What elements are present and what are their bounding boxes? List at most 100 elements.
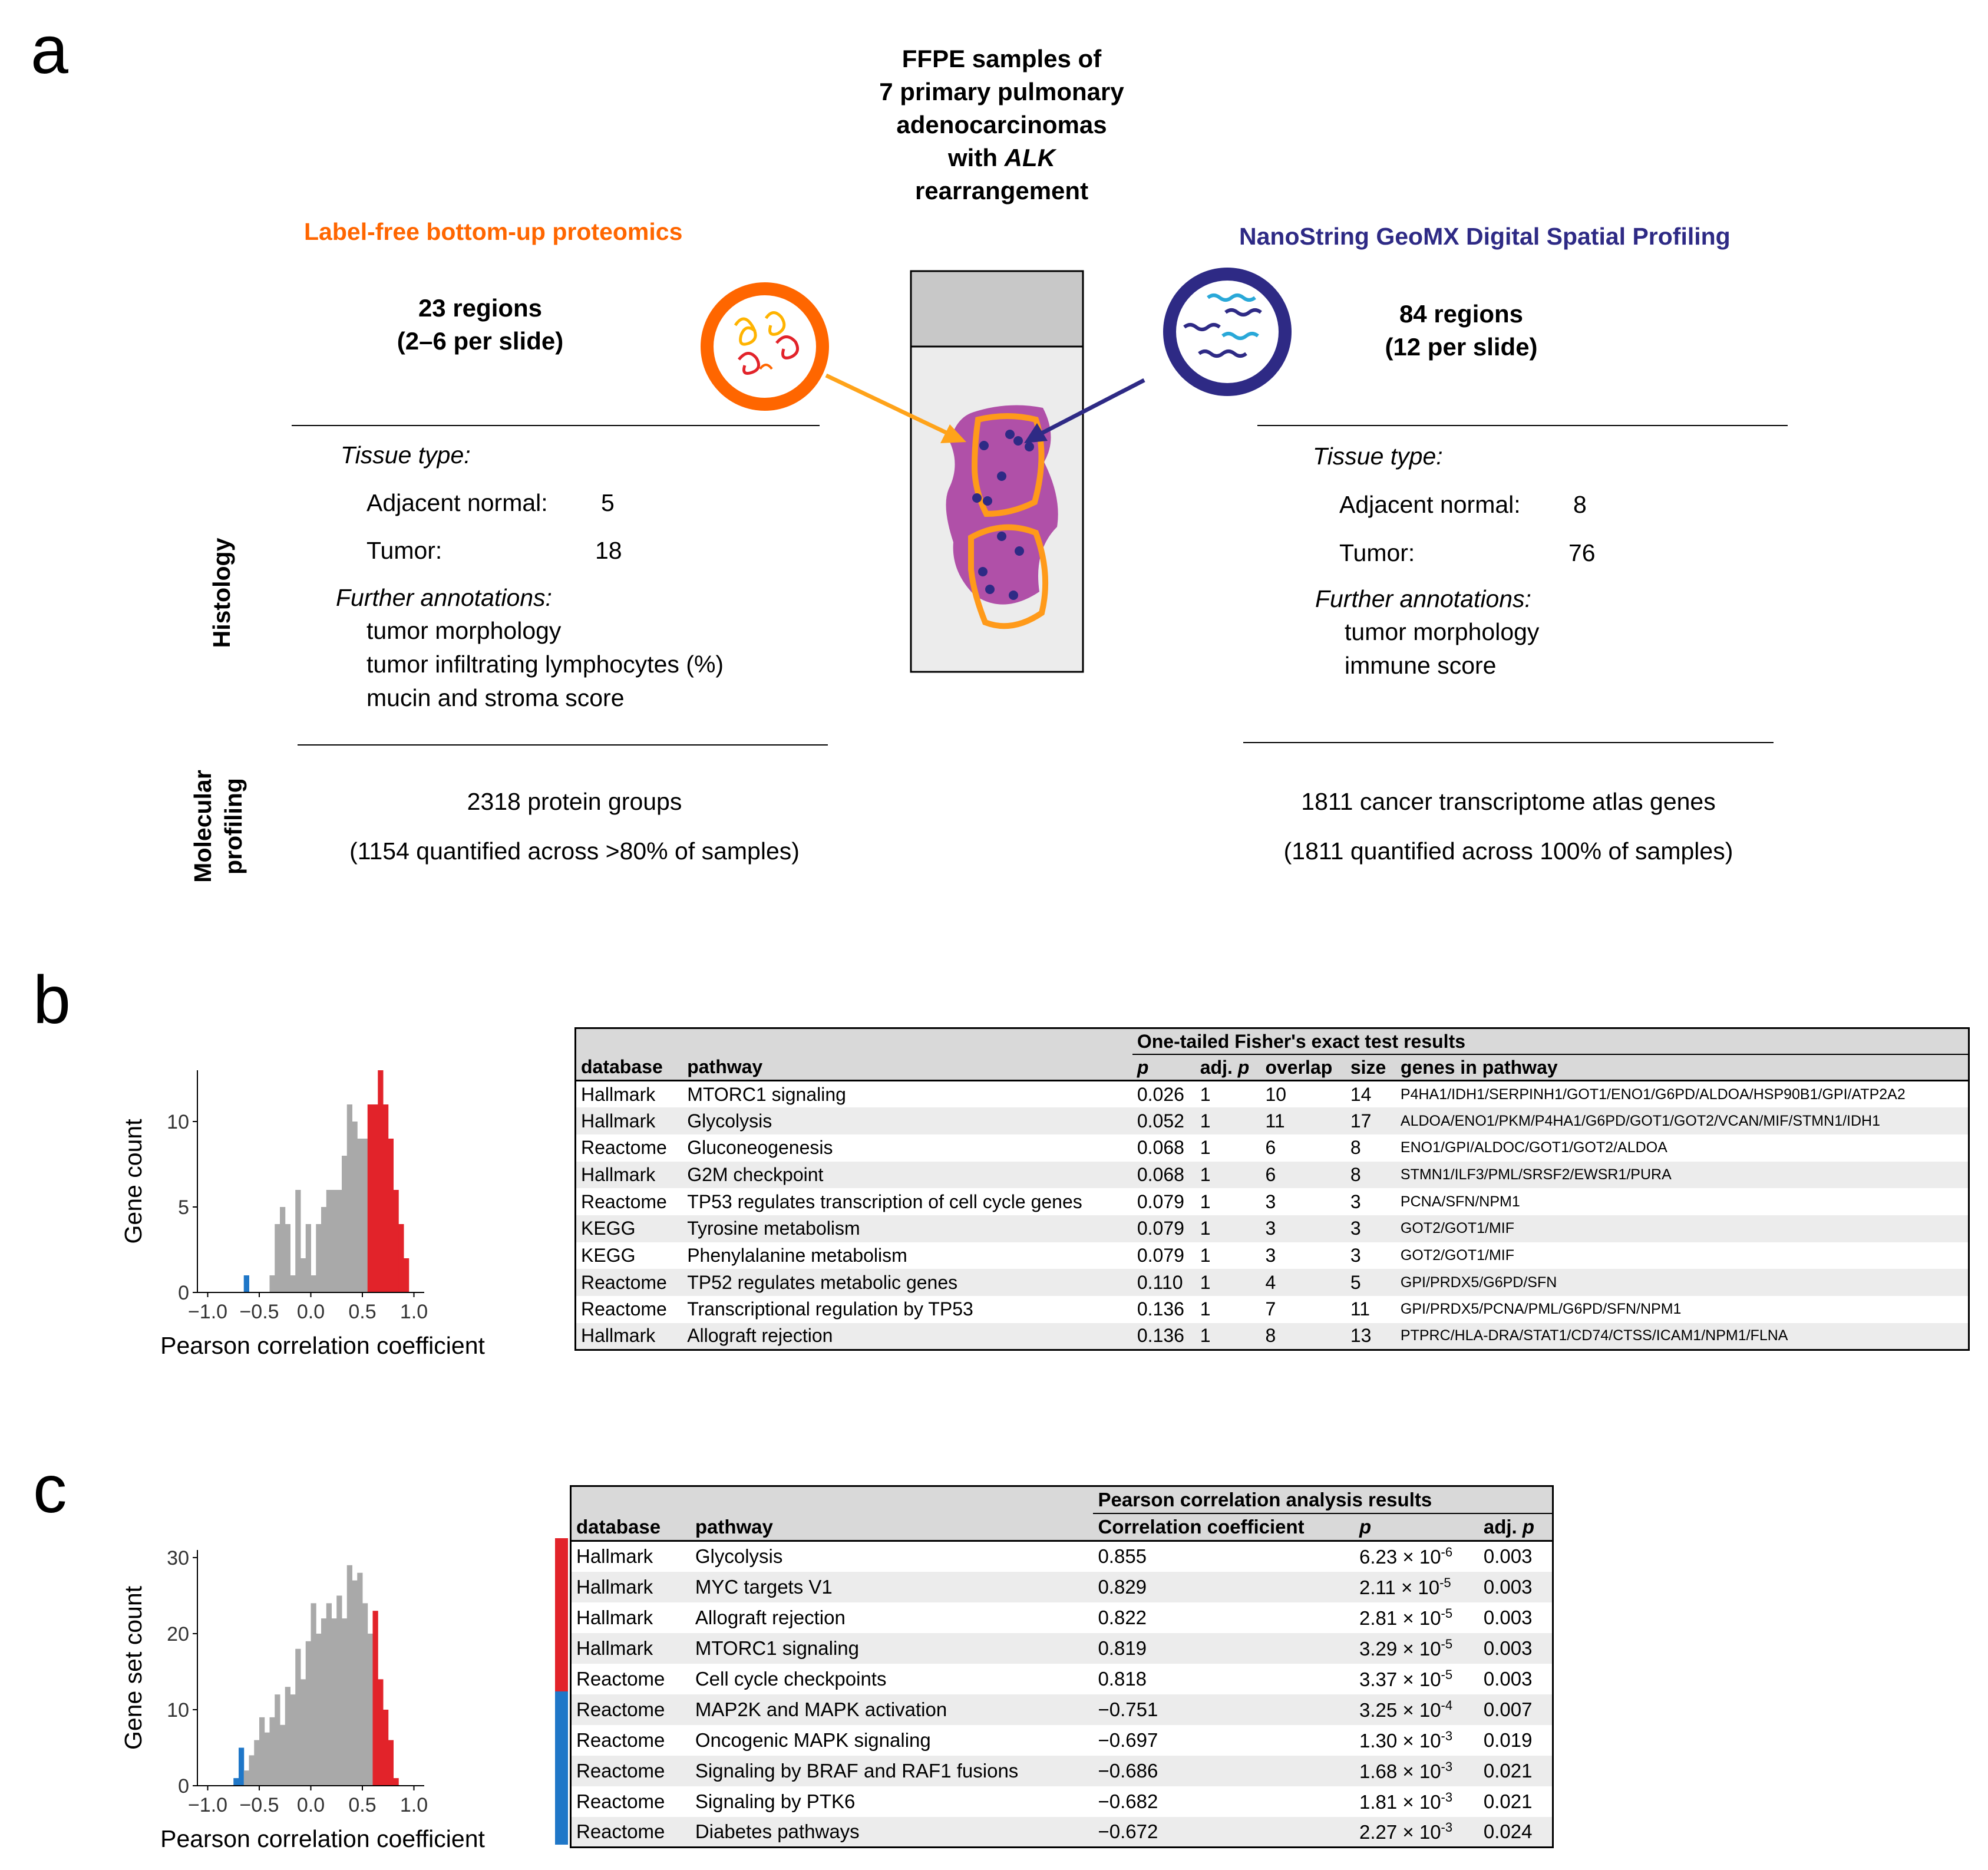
- table-row: Hallmark Allograft rejection 0.822 2.81 × 1…: [571, 1602, 1553, 1633]
- histogram-bar: [378, 1070, 384, 1292]
- left-top-rule: [292, 425, 820, 426]
- left-adjacent-value: 5: [601, 489, 615, 516]
- table-cell: Oncogenic MAPK signaling: [695, 1729, 931, 1751]
- positive-direction-segment: [555, 1538, 568, 1569]
- table-cell: 0.003: [1483, 1606, 1533, 1628]
- negative-direction-segment: [555, 1691, 568, 1722]
- negative-direction-segment: [555, 1753, 568, 1783]
- histogram-bar: [393, 1190, 399, 1292]
- table-cell: G2M checkpoint: [687, 1163, 824, 1185]
- protein-quantified: (1154 quantified across >80% of samples): [349, 837, 800, 865]
- col-correlation: Correlation coefficient: [1093, 1513, 1355, 1542]
- histogram-bar: [269, 1275, 275, 1292]
- table-row: Reactome Cell cycle checkpoints 0.818 3.37 …: [571, 1664, 1553, 1694]
- negative-direction-segment: [555, 1783, 568, 1814]
- y-tick-label: 0: [178, 1775, 189, 1798]
- proteomics-per-slide: (2–6 per slide): [397, 327, 564, 355]
- table-cell: 8: [1350, 1163, 1361, 1185]
- table-cell: 17: [1350, 1110, 1372, 1132]
- histogram-bar: [331, 1190, 337, 1292]
- table-cell: −0.697: [1098, 1729, 1158, 1751]
- table-cell: 1: [1200, 1271, 1211, 1293]
- table-cell: −0.686: [1098, 1759, 1158, 1782]
- right-bottom-rule: [1243, 742, 1774, 743]
- table-row: Reactome TP52 regulates metabolic genes 0.…: [575, 1269, 1969, 1296]
- negative-direction-segment: [555, 1814, 568, 1845]
- left-molecular-summary: 2318 protein groups (1154 quantified acr…: [321, 777, 828, 876]
- table-cell: GOT2/GOT1/MIF: [1400, 1246, 1514, 1264]
- profiling-word: profiling: [220, 778, 247, 875]
- left-annotation-item: tumor infiltrating lymphocytes (%): [366, 651, 724, 678]
- y-axis-title: Gene set count: [120, 1585, 147, 1750]
- gene-count: 1811 cancer transcriptome atlas genes: [1301, 788, 1716, 815]
- x-tick-label: −0.5: [239, 1794, 279, 1816]
- table-row: Reactome Oncogenic MAPK signaling −0.697 1.…: [571, 1725, 1553, 1756]
- gene-quantified: (1811 quantified across 100% of samples): [1283, 837, 1733, 865]
- table-cell: 0.079: [1137, 1244, 1184, 1266]
- panel-b-label: b: [33, 962, 71, 1038]
- table-cell: Hallmark: [576, 1545, 653, 1568]
- table-cell: 0.026: [1137, 1083, 1184, 1105]
- table-cell: GOT2/GOT1/MIF: [1400, 1220, 1514, 1237]
- table-cell: 1: [1200, 1190, 1211, 1212]
- table-b-body: Hallmark MTORC1 signaling 0.026 1 10 14 P4HA1/…: [575, 1081, 1969, 1350]
- histogram-bar: [290, 1275, 296, 1292]
- tissue-section: [946, 405, 1058, 629]
- geomx-method-label: NanoString GeoMX Digital Spatial Profili…: [1239, 223, 1731, 250]
- table-cell: Hallmark: [576, 1637, 653, 1659]
- table-cell: 1: [1200, 1083, 1211, 1105]
- table-cell: 0.003: [1483, 1667, 1533, 1690]
- histogram-bar: [249, 1755, 255, 1786]
- right-annotation-list: tumor morphology immune score: [1345, 615, 1539, 682]
- table-cell: 1: [1200, 1298, 1211, 1320]
- table-cell: 0.068: [1137, 1163, 1184, 1185]
- proteomics-arrow: [825, 373, 966, 443]
- histogram-bar: [357, 1572, 363, 1786]
- table-cell: MTORC1 signaling: [687, 1083, 846, 1105]
- table-cell: Hallmark: [581, 1083, 656, 1105]
- title-line-1: FFPE samples of: [901, 45, 1102, 72]
- table-cell: 1.30 × 10-3: [1359, 1728, 1453, 1752]
- col-pathway: pathway: [682, 1054, 1132, 1081]
- table-cell: Hallmark: [576, 1575, 653, 1598]
- table-cell: Reactome: [576, 1820, 665, 1842]
- right-molecular-summary: 1811 cancer transcriptome atlas genes (1…: [1243, 777, 1774, 876]
- left-annotation-item: tumor morphology: [366, 617, 562, 644]
- histogram-bar: [388, 1740, 394, 1786]
- table-cell: 6: [1265, 1163, 1276, 1185]
- histogram-bar: [331, 1618, 337, 1786]
- histogram-bar: [233, 1778, 239, 1786]
- table-row: Hallmark MYC targets V1 0.829 2.11 × 10-5 0.…: [570, 1571, 1553, 1602]
- table-cell: −0.682: [1098, 1790, 1158, 1812]
- table-cell: Signaling by BRAF and RAF1 fusions: [695, 1759, 1019, 1782]
- table-cell: −0.751: [1098, 1698, 1158, 1720]
- table-cell: 5: [1350, 1271, 1361, 1293]
- left-further-annotations-label: Further annotations:: [336, 584, 552, 611]
- histogram-bar: [259, 1717, 265, 1786]
- histogram-bar: [316, 1224, 322, 1292]
- table-cell: TP53 regulates transcription of cell cyc…: [687, 1190, 1082, 1212]
- table-cell: ALDOA/ENO1/PKM/P4HA1/G6PD/GOT1/GOT2/VCAN…: [1400, 1112, 1880, 1129]
- table-cell: 1.68 × 10-3: [1359, 1759, 1453, 1782]
- table-cell: ENO1/GPI/ALDOC/GOT1/GOT2/ALDOA: [1400, 1139, 1667, 1156]
- table-cell: 1: [1200, 1163, 1211, 1185]
- table-row: Reactome Signaling by BRAF and RAF1 fusio…: [570, 1755, 1553, 1786]
- proteomics-regions: 23 regions (2–6 per slide): [330, 292, 630, 358]
- histogram-bar: [300, 1258, 306, 1292]
- col-database: database: [570, 1513, 691, 1542]
- col-p: p: [1355, 1513, 1479, 1542]
- geomx-arrow: [1024, 378, 1145, 443]
- left-adjacent-label: Adjacent normal:: [366, 489, 548, 516]
- histogram-bar: [295, 1190, 301, 1292]
- table-cell: 1: [1200, 1218, 1211, 1239]
- table-cell: Reactome: [581, 1190, 667, 1212]
- x-tick-label: 1.0: [400, 1301, 428, 1323]
- table-cell: Reactome: [576, 1759, 665, 1782]
- histogram-bar: [285, 1224, 290, 1292]
- x-tick-label: −1.0: [188, 1301, 227, 1323]
- histogram-bar: [321, 1618, 327, 1786]
- histogram-bar: [383, 1104, 389, 1292]
- table-cell: Signaling by PTK6: [695, 1790, 856, 1812]
- histology-label: Histology: [208, 537, 235, 648]
- y-tick-label: 10: [167, 1111, 189, 1133]
